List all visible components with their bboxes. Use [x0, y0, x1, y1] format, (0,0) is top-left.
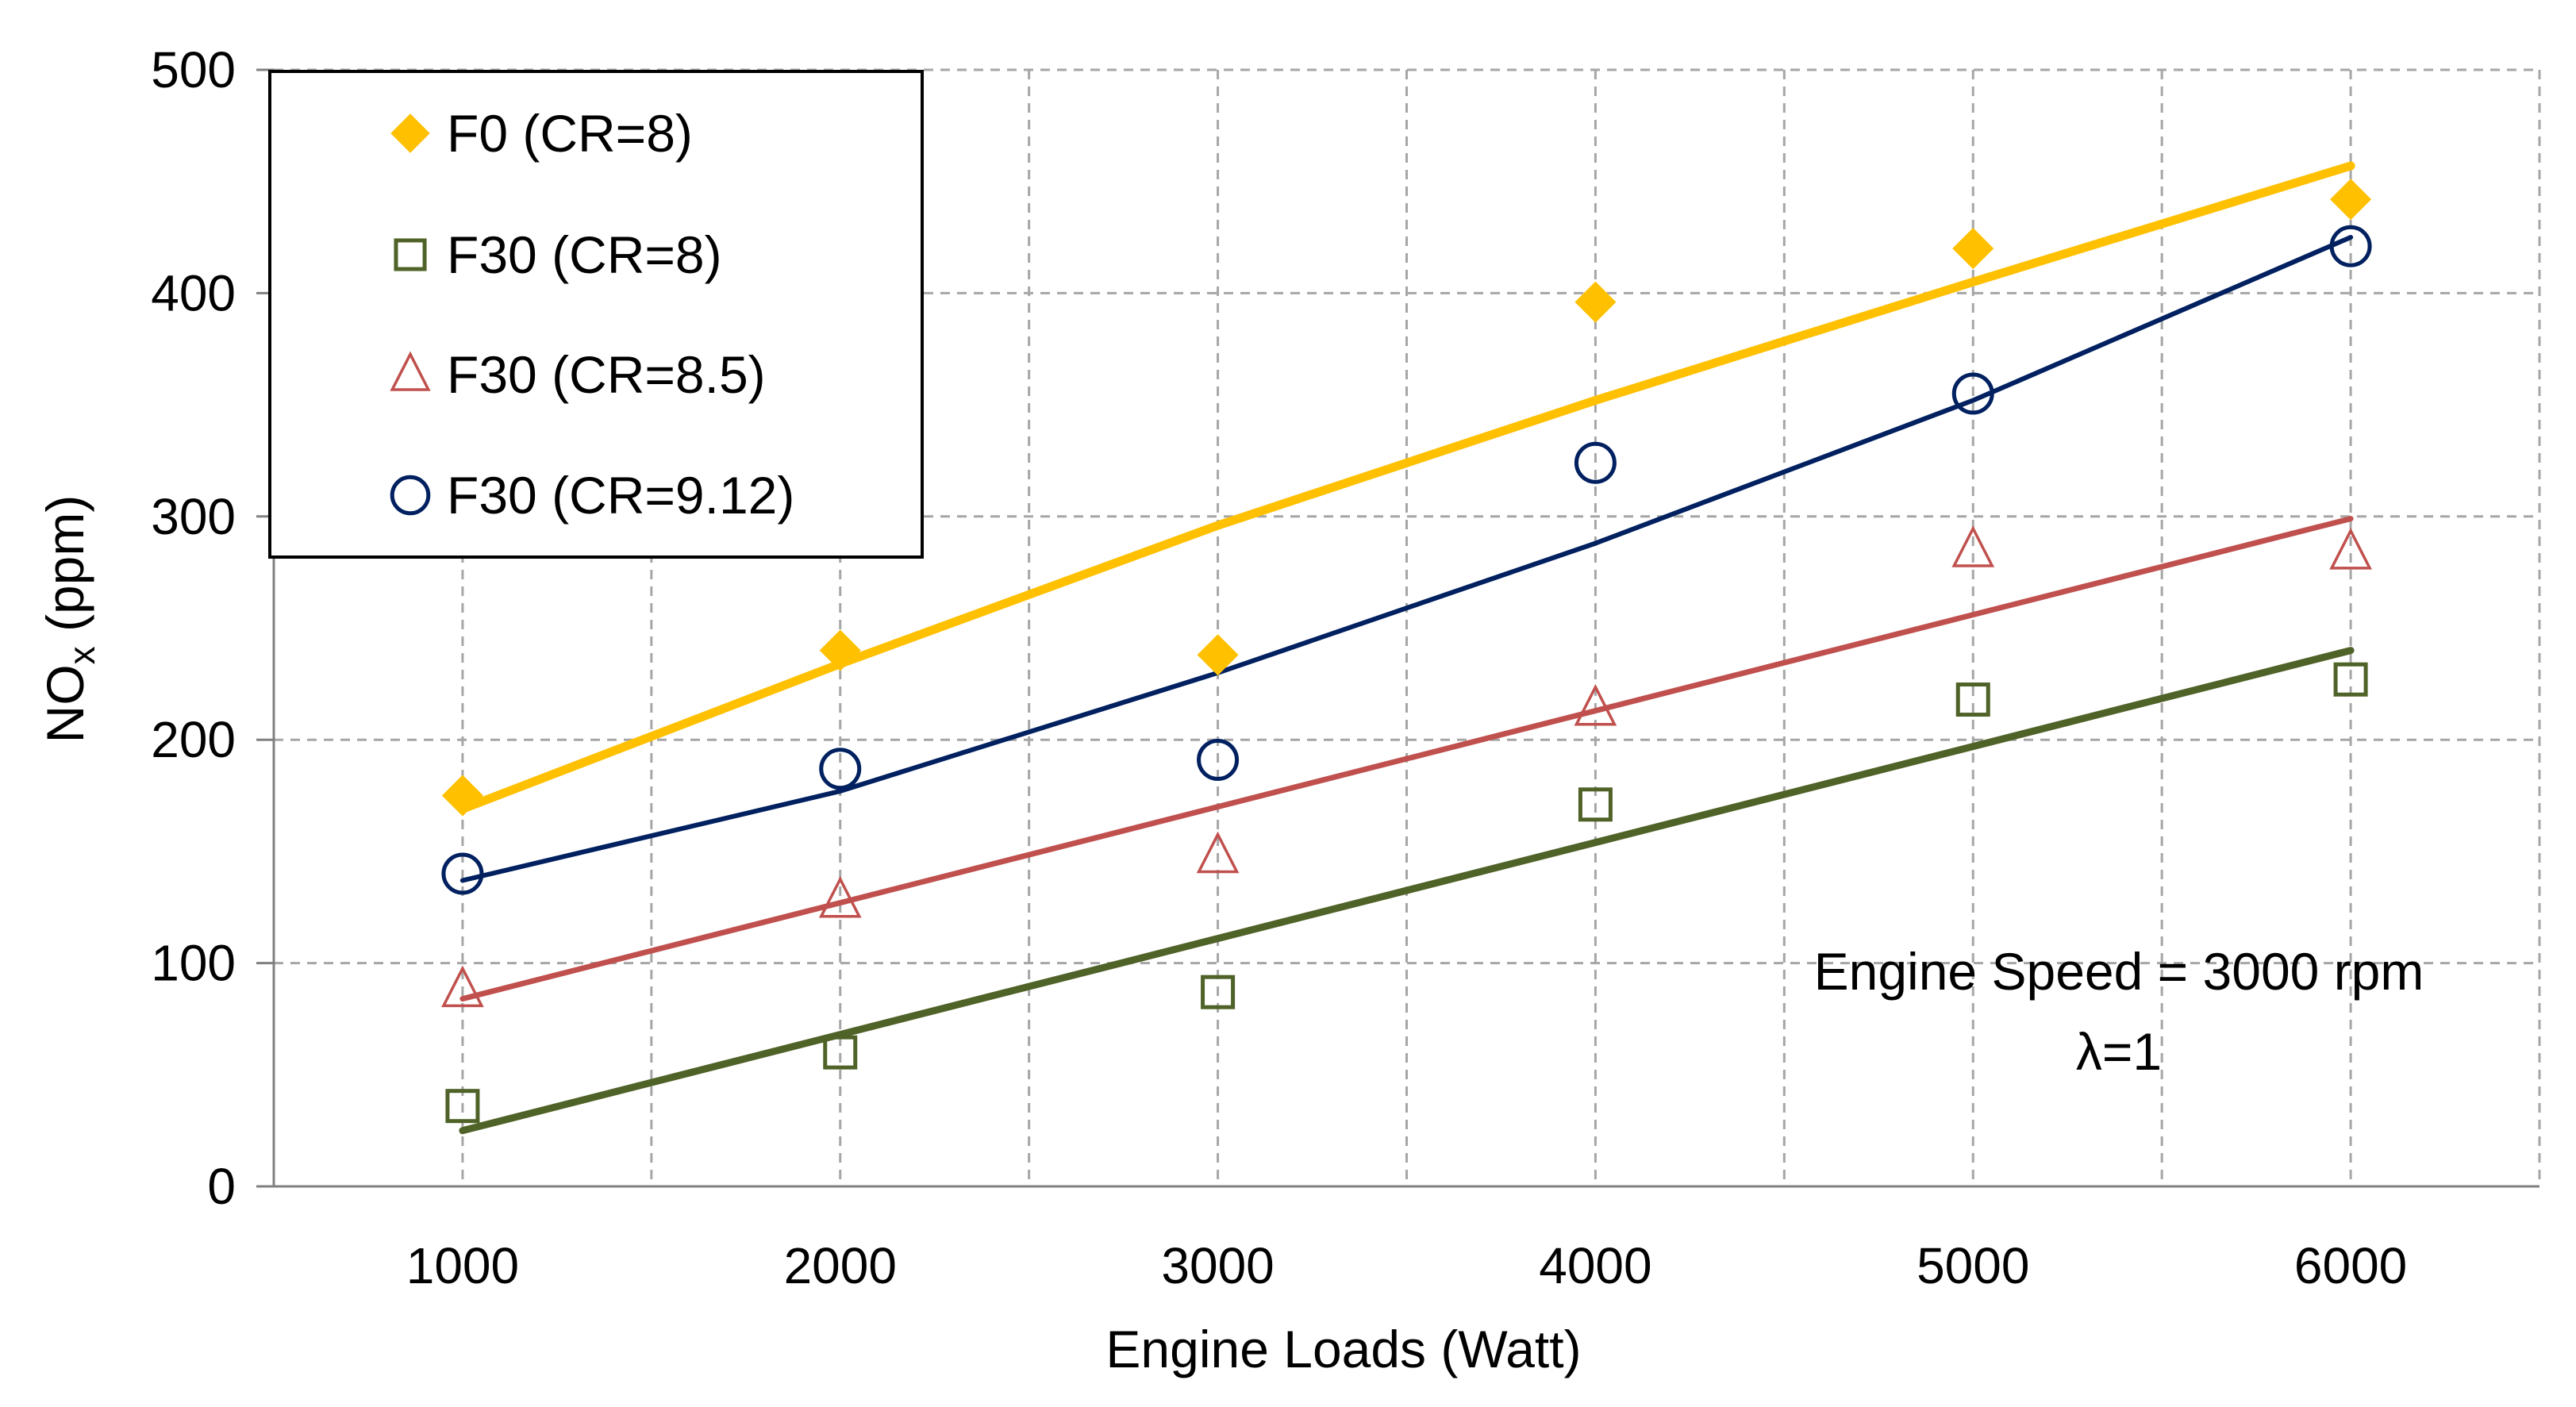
legend: F0 (CR=8) F30 (CR=8) F30 (CR=8.5) F30 (CR=9… [268, 70, 924, 559]
grid [274, 68, 2541, 1186]
x-axis-title: Engine Loads (Watt) [1105, 1320, 1581, 1378]
legend-marker-circle [390, 475, 431, 516]
data-point-series-3 [818, 875, 862, 918]
data-point-series-4 [1574, 441, 1617, 484]
data-point-series-1 [1574, 281, 1617, 323]
y-tick-label: 300 [151, 488, 236, 545]
data-point-series-3 [441, 965, 484, 1008]
legend-label: F30 (CR=9.12) [447, 466, 794, 525]
legend-label: F0 (CR=8) [447, 104, 693, 163]
y-axis-title: NOx (ppm) [36, 495, 102, 744]
data-point-series-4 [819, 748, 862, 790]
data-point-series-2 [1578, 787, 1613, 822]
y-tick-label: 500 [151, 41, 236, 98]
legend-label: F30 (CR=8) [447, 225, 722, 284]
data-point-series-4 [2329, 225, 2372, 267]
data-point-series-3 [1951, 525, 1995, 567]
data-point-series-1 [1952, 228, 1994, 270]
data-point-series-2 [445, 1089, 480, 1124]
trendlines [458, 161, 2355, 1135]
x-tick-label: 6000 [2294, 1237, 2407, 1294]
x-tick-label: 5000 [1917, 1237, 2029, 1294]
y-axis-title-subscript: x [61, 646, 102, 664]
trendline-series-3 [459, 516, 2354, 1002]
x-tick-label: 4000 [1539, 1237, 1651, 1294]
data-point-series-3 [1196, 831, 1240, 874]
data-point-series-2 [1955, 682, 1990, 717]
data-point-series-2 [823, 1035, 858, 1070]
trendline-series-4 [459, 235, 2354, 883]
legend-marker-square [394, 238, 427, 271]
y-tick-label: 0 [207, 1158, 236, 1215]
data-point-series-3 [2329, 527, 2372, 570]
data-point-series-2 [1201, 975, 1236, 1009]
y-tick-label: 400 [151, 264, 236, 321]
trendline-series-1 [458, 161, 2355, 813]
data-point-series-2 [2333, 662, 2368, 697]
x-tick-label: 1000 [406, 1237, 519, 1294]
data-markers [441, 179, 2372, 1124]
data-point-series-4 [1197, 739, 1240, 782]
x-tick-label: 3000 [1161, 1237, 1274, 1294]
y-tick-label: 200 [151, 711, 236, 768]
x-tick-label: 2000 [784, 1237, 897, 1294]
data-point-series-1 [441, 775, 483, 817]
data-point-series-4 [441, 852, 484, 895]
legend-box [268, 70, 924, 559]
y-tick-label: 100 [151, 935, 236, 992]
data-point-series-1 [2330, 179, 2372, 221]
y-axis-title-unit: (ppm) [36, 495, 94, 647]
annotation-lambda: λ=1 [2076, 1022, 2162, 1081]
y-axis-title-main: NO [36, 664, 94, 743]
axes: 0 100 200 300 400 500 1000 2000 3000 4000 5000 6000 [151, 41, 2539, 1294]
data-point-series-3 [1574, 683, 1617, 726]
legend-marker-triangle [390, 351, 431, 391]
data-point-series-1 [819, 629, 861, 671]
legend-label: F30 (CR=8.5) [447, 345, 766, 404]
annotation-engine-speed: Engine Speed = 3000 rpm [1814, 942, 2424, 1001]
trendline-series-2 [459, 647, 2355, 1135]
legend-marker-diamond [390, 113, 430, 153]
data-point-series-4 [1951, 372, 1994, 415]
data-point-series-1 [1197, 634, 1239, 676]
